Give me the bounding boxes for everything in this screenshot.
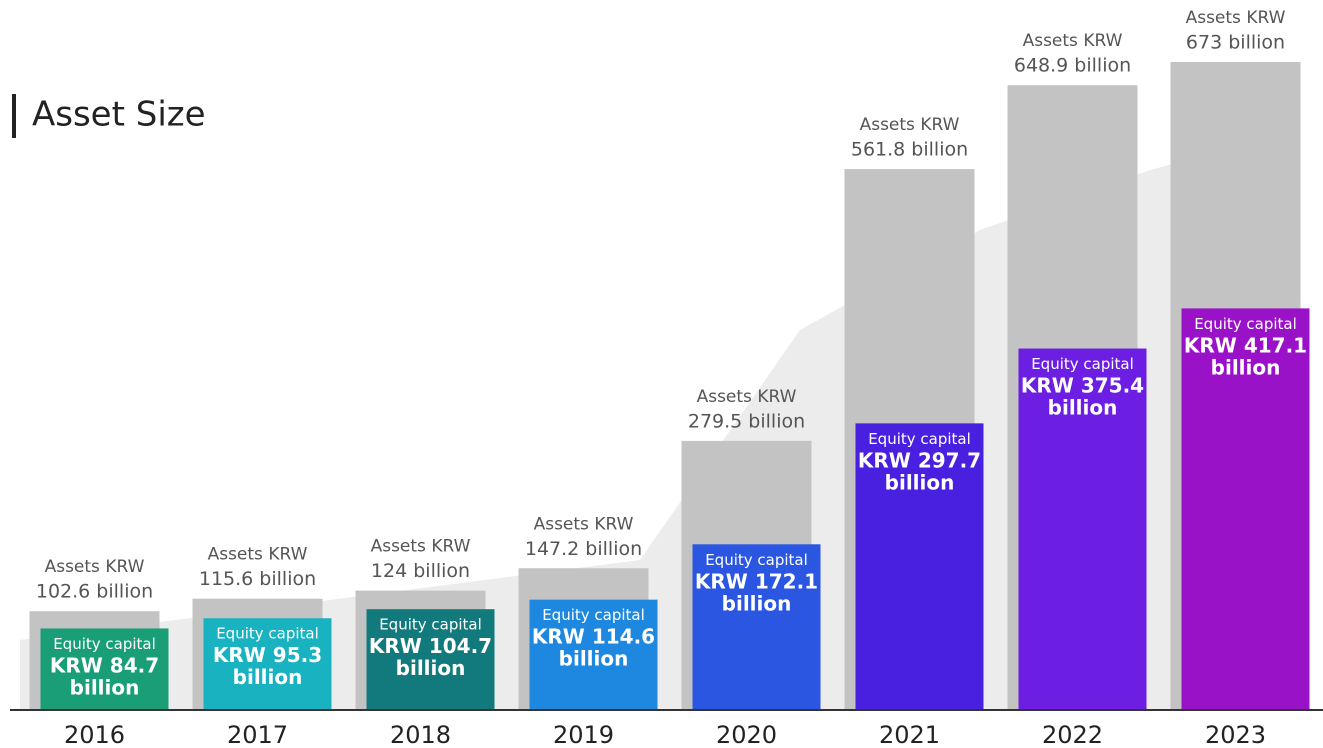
x-tick-label: 2019 (553, 721, 614, 748)
equity-bar (692, 544, 821, 710)
assets-value-label: 561.8 billion (851, 139, 968, 161)
equity-label-name: Equity capital (379, 616, 482, 634)
equity-value-label: KRW 95.3 billion (213, 643, 322, 689)
equity-value-label: KRW 84.7 billion (50, 653, 159, 699)
equity-bar (203, 618, 332, 710)
equity-label-name: Equity capital (1031, 355, 1134, 373)
equity-value-label: KRW 114.6 billion (532, 624, 655, 670)
equity-value-label: KRW 104.7 billion (369, 634, 492, 680)
title-bar (12, 94, 16, 138)
equity-bar (366, 609, 495, 710)
assets-label-name: Assets KRW (208, 545, 308, 565)
x-tick-label: 2017 (227, 721, 288, 748)
chart-title: Asset Size (32, 95, 206, 135)
assets-label-name: Assets KRW (697, 387, 797, 407)
equity-bar (1018, 348, 1147, 710)
x-tick-label: 2022 (1042, 721, 1103, 748)
equity-bar (855, 423, 984, 710)
equity-label-name: Equity capital (216, 625, 319, 643)
x-tick-label: 2023 (1205, 721, 1266, 748)
equity-bar (529, 599, 658, 710)
equity-value-label: KRW 297.7 billion (858, 448, 981, 494)
assets-label-name: Assets KRW (45, 557, 145, 577)
assets-label-name: Assets KRW (1186, 8, 1286, 28)
equity-value-label: KRW 375.4 billion (1021, 373, 1144, 419)
equity-label-name: Equity capital (53, 635, 156, 653)
assets-value-label: 279.5 billion (688, 410, 805, 432)
equity-bar (40, 628, 169, 710)
assets-value-label: 673 billion (1186, 32, 1285, 54)
assets-label-name: Assets KRW (1023, 31, 1123, 51)
assets-label-name: Assets KRW (534, 514, 634, 534)
equity-value-label: KRW 172.1 billion (695, 569, 818, 615)
x-tick-label: 2016 (64, 721, 125, 748)
equity-label-name: Equity capital (542, 606, 645, 624)
assets-value-label: 147.2 billion (525, 538, 642, 560)
equity-bar (1181, 308, 1310, 710)
equity-label-name: Equity capital (1194, 315, 1297, 333)
assets-value-label: 102.6 billion (36, 581, 153, 603)
assets-value-label: 648.9 billion (1014, 55, 1131, 77)
equity-label-name: Equity capital (705, 551, 808, 569)
equity-value-label: KRW 417.1 billion (1184, 333, 1307, 379)
assets-label-name: Assets KRW (371, 537, 471, 557)
x-tick-label: 2018 (390, 721, 451, 748)
x-tick-label: 2021 (879, 721, 940, 748)
assets-label-name: Assets KRW (860, 115, 960, 135)
equity-label-name: Equity capital (868, 430, 971, 448)
x-tick-label: 2020 (716, 721, 777, 748)
assets-value-label: 124 billion (371, 560, 470, 582)
assets-value-label: 115.6 billion (199, 568, 316, 590)
